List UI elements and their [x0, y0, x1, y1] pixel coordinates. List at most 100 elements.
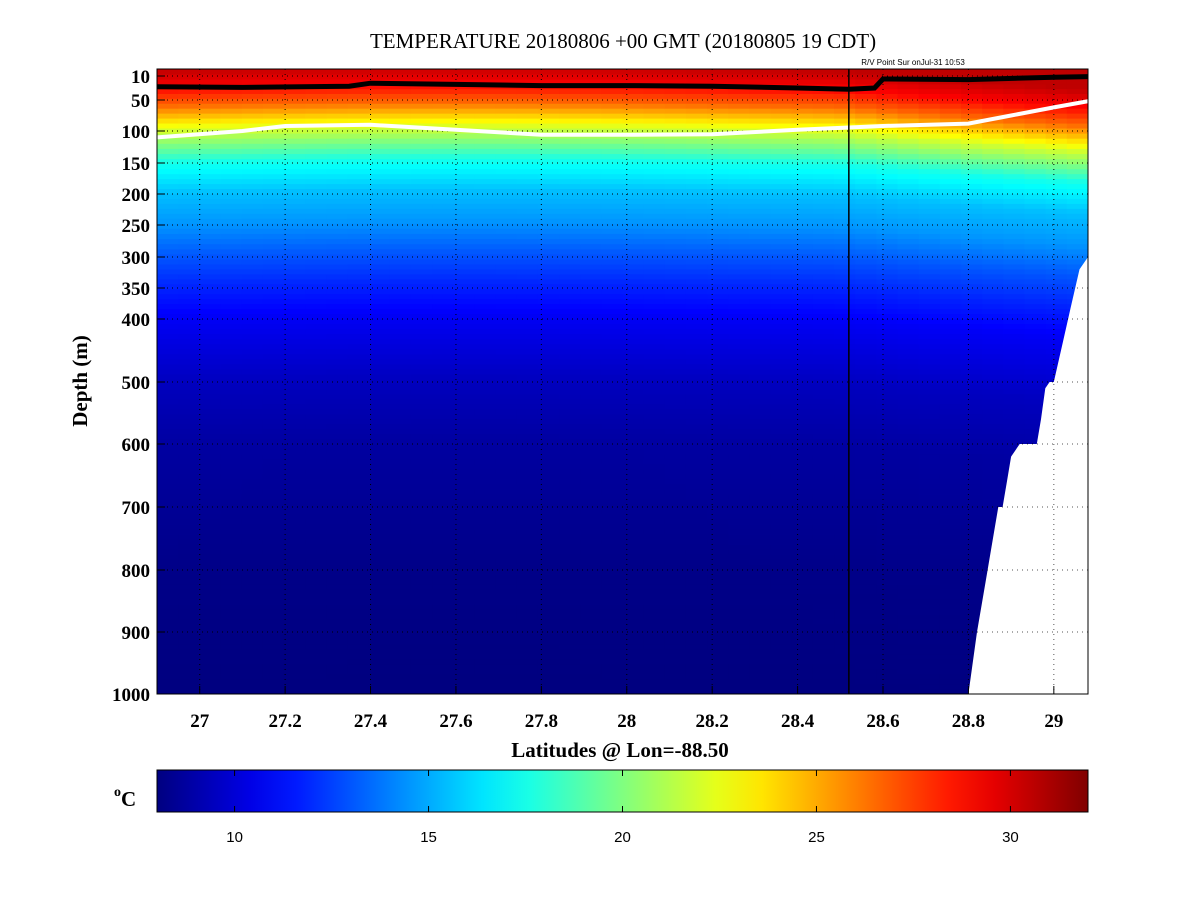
- heatmap-cell: [453, 469, 475, 475]
- heatmap-cell: [537, 254, 560, 261]
- heatmap-cell: [326, 284, 349, 290]
- heatmap-cell: [601, 469, 624, 475]
- heatmap-cell: [812, 664, 835, 670]
- heatmap-cell: [580, 479, 602, 485]
- heatmap-cell: [601, 644, 624, 650]
- heatmap-cell: [643, 534, 666, 541]
- heatmap-cell: [812, 479, 835, 485]
- heatmap-cell: [389, 544, 412, 551]
- heatmap-cell: [770, 174, 793, 180]
- heatmap-cell: [326, 624, 349, 631]
- heatmap-cell: [220, 279, 243, 285]
- heatmap-cell: [580, 98, 602, 105]
- heatmap-cell: [199, 359, 222, 365]
- heatmap-cell: [749, 194, 772, 200]
- heatmap-cell: [791, 459, 814, 465]
- heatmap-cell: [939, 484, 962, 490]
- heatmap-cell: [580, 624, 602, 631]
- heatmap-cell: [368, 208, 391, 215]
- heatmap-cell: [643, 479, 666, 485]
- heatmap-cell: [347, 249, 370, 256]
- heatmap-cell: [685, 299, 708, 305]
- heatmap-cell: [897, 394, 920, 400]
- heatmap-cell: [220, 379, 243, 386]
- heatmap-cell: [749, 484, 772, 490]
- heatmap-cell: [918, 634, 941, 641]
- heatmap-cell: [622, 549, 645, 556]
- heatmap-cell: [812, 544, 835, 551]
- heatmap-cell: [559, 674, 581, 680]
- heatmap-cell: [178, 504, 200, 511]
- heatmap-cell: [178, 94, 200, 100]
- heatmap-cell: [812, 459, 835, 465]
- heatmap-cell: [601, 424, 624, 430]
- heatmap-cell: [728, 604, 751, 611]
- heatmap-cell: [474, 74, 497, 81]
- heatmap-cell: [199, 524, 222, 531]
- heatmap-cell: [559, 654, 581, 660]
- heatmap-cell: [199, 434, 222, 440]
- heatmap-cell: [876, 89, 899, 95]
- heatmap-cell: [178, 228, 200, 235]
- heatmap-cell: [855, 138, 878, 145]
- heatmap-cell: [601, 164, 624, 170]
- heatmap-cell: [283, 174, 306, 180]
- heatmap-cell: [770, 179, 793, 185]
- heatmap-cell: [728, 264, 751, 270]
- heatmap-cell: [389, 174, 412, 180]
- heatmap-cell: [601, 599, 624, 606]
- heatmap-cell: [347, 103, 370, 110]
- heatmap-cell: [262, 644, 285, 650]
- heatmap-cell: [368, 228, 391, 235]
- heatmap-cell: [622, 228, 645, 235]
- heatmap-cell: [389, 98, 412, 105]
- heatmap-cell: [685, 304, 708, 310]
- heatmap-cell: [537, 469, 560, 475]
- heatmap-cell: [326, 364, 349, 370]
- heatmap-cell: [410, 479, 433, 485]
- heatmap-cell: [516, 103, 539, 110]
- heatmap-cell: [834, 474, 856, 480]
- heatmap-cell: [939, 254, 962, 261]
- heatmap-cell: [707, 504, 729, 511]
- heatmap-cell: [918, 94, 941, 100]
- heatmap-cell: [389, 154, 412, 160]
- heatmap-cell: [834, 239, 856, 245]
- heatmap-cell: [241, 74, 264, 81]
- heatmap-cell: [157, 314, 179, 320]
- heatmap-cell: [241, 689, 264, 694]
- heatmap-cell: [812, 444, 835, 450]
- heatmap-cell: [601, 249, 624, 256]
- heatmap-cell: [157, 434, 179, 440]
- heatmap-cell: [728, 294, 751, 300]
- heatmap-cell: [305, 344, 327, 350]
- heatmap-cell: [347, 464, 370, 470]
- heatmap-cell: [685, 674, 708, 680]
- heatmap-cell: [410, 684, 433, 690]
- heatmap-cell: [982, 69, 1004, 76]
- heatmap-cell: [918, 674, 941, 680]
- heatmap-cell: [812, 679, 835, 685]
- heatmap-cell: [262, 113, 285, 120]
- heatmap-cell: [453, 689, 475, 694]
- heatmap-cell: [685, 604, 708, 611]
- heatmap-cell: [982, 499, 1004, 506]
- heatmap-cell: [305, 369, 327, 376]
- heatmap-cell: [283, 213, 306, 220]
- heatmap-cell: [876, 329, 899, 335]
- heatmap-cell: [961, 344, 983, 350]
- heatmap-cell: [157, 579, 179, 586]
- heatmap-cell: [262, 154, 285, 160]
- heatmap-cell: [389, 629, 412, 636]
- heatmap-cell: [220, 444, 243, 450]
- heatmap-cell: [368, 684, 391, 690]
- heatmap-cell: [601, 689, 624, 694]
- heatmap-cell: [347, 524, 370, 531]
- heatmap-cell: [178, 634, 200, 641]
- heatmap-cell: [643, 259, 666, 266]
- heatmap-cell: [982, 424, 1004, 430]
- heatmap-cell: [326, 404, 349, 410]
- heatmap-cell: [495, 644, 518, 650]
- heatmap-cell: [283, 444, 306, 450]
- heatmap-cell: [622, 574, 645, 581]
